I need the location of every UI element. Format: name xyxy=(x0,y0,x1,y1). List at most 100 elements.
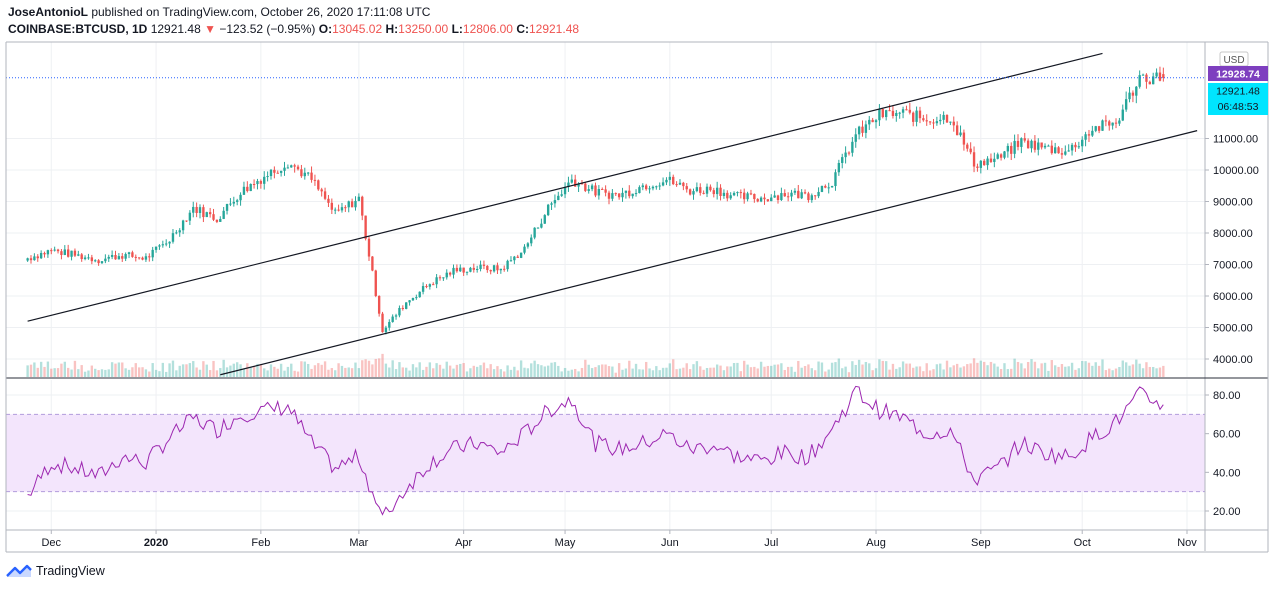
candle xyxy=(644,183,648,191)
volume-bar xyxy=(178,365,181,377)
candle xyxy=(878,104,881,126)
candle xyxy=(1135,85,1138,104)
candle xyxy=(719,184,722,201)
volume-bar xyxy=(1121,360,1124,377)
volume-bar xyxy=(665,367,668,377)
candle xyxy=(252,179,256,189)
volume-bar xyxy=(915,366,918,377)
volume-bar xyxy=(506,365,509,377)
volume-bar xyxy=(587,364,590,377)
candles xyxy=(26,66,1165,335)
author-name[interactable]: JoseAntonioL xyxy=(8,5,88,19)
candle xyxy=(648,185,651,194)
volume-bar xyxy=(1040,363,1043,377)
volume-bars xyxy=(26,353,1165,377)
price-scale[interactable]: 4000.00 5000.00 6000.00 7000.00 8000.00 9000.… xyxy=(1205,134,1259,367)
volume-bar xyxy=(347,367,350,377)
volume-bar xyxy=(759,361,763,377)
volume-bar xyxy=(107,369,110,377)
channel-upper-line[interactable] xyxy=(27,52,1103,322)
volume-bar xyxy=(205,364,208,377)
volume-bar xyxy=(563,367,567,377)
volume-bar xyxy=(39,361,43,377)
candle xyxy=(989,153,993,164)
volume-bar xyxy=(1033,361,1037,377)
candle xyxy=(83,255,87,261)
volume-bar xyxy=(922,371,925,377)
candle xyxy=(1128,86,1131,103)
volume-bar xyxy=(202,361,205,377)
rsi-tick-label: 60.00 xyxy=(1213,429,1241,441)
volume-bar xyxy=(912,367,915,377)
candle xyxy=(526,242,530,249)
rsi-tick-label: 20.00 xyxy=(1213,506,1241,518)
volume-bar xyxy=(942,369,945,377)
candle xyxy=(773,190,776,198)
volume-bar xyxy=(925,363,928,377)
candle xyxy=(29,255,33,264)
candle xyxy=(604,185,607,197)
candle xyxy=(161,240,165,248)
candle xyxy=(36,254,39,262)
candle xyxy=(141,256,144,261)
brand-name[interactable]: TradingView xyxy=(36,564,105,578)
volume-bar xyxy=(776,364,780,377)
channel-lines[interactable] xyxy=(27,52,1198,376)
candle xyxy=(759,196,763,203)
candle xyxy=(884,109,888,121)
volume-bar xyxy=(293,370,296,377)
volume-bar xyxy=(154,369,158,377)
volume-bar xyxy=(786,366,790,377)
volume-bar xyxy=(33,362,36,377)
candle xyxy=(421,282,425,295)
volume-bar xyxy=(1087,362,1091,377)
volume-bar xyxy=(137,367,141,377)
volume-bar xyxy=(1094,362,1097,377)
volume-bar xyxy=(533,360,536,377)
candle xyxy=(1070,142,1074,156)
volume-bar xyxy=(648,368,651,377)
candle xyxy=(124,252,127,262)
volume-bar xyxy=(327,369,330,377)
candle xyxy=(536,227,540,229)
volume-bar xyxy=(739,371,743,377)
volume-bar xyxy=(330,368,334,377)
candle xyxy=(523,244,526,255)
volume-bar xyxy=(560,371,563,377)
rsi-scale[interactable]: 20.00 40.00 60.00 80.00 xyxy=(1205,390,1241,518)
candle xyxy=(540,218,543,229)
time-tick-label: Sep xyxy=(971,537,991,549)
volume-bar xyxy=(830,362,834,377)
candle xyxy=(557,191,560,201)
candle xyxy=(283,161,286,176)
candle xyxy=(746,191,749,202)
volume-bar xyxy=(884,361,888,377)
candle xyxy=(276,170,279,174)
candle xyxy=(854,128,857,148)
candle xyxy=(127,251,131,259)
volume-bar xyxy=(631,368,634,377)
volume-bar xyxy=(1023,368,1026,377)
channel-lower-line[interactable] xyxy=(220,130,1198,376)
candle xyxy=(323,187,327,201)
time-scale[interactable]: Dec 2020 Feb Mar Apr May Jun Jul Aug Sep Oct Nov xyxy=(41,530,1197,549)
volume-bar xyxy=(80,365,83,377)
candle xyxy=(783,189,786,197)
candle xyxy=(814,195,817,200)
candle xyxy=(137,257,141,260)
volume-bar xyxy=(621,369,624,377)
symbol-label[interactable]: COINBASE:BTCUSD, 1D xyxy=(8,22,148,36)
volume-bar xyxy=(462,363,465,377)
volume-bar xyxy=(168,363,171,377)
candle xyxy=(1023,132,1026,143)
candle xyxy=(699,183,702,196)
volume-bar xyxy=(77,369,80,377)
volume-bar xyxy=(601,364,604,377)
volume-bar xyxy=(313,365,317,377)
candle xyxy=(411,297,415,301)
candle xyxy=(827,182,830,194)
time-tick-label: Oct xyxy=(1074,537,1091,549)
tradingview-logo-icon[interactable] xyxy=(6,564,32,578)
candle xyxy=(408,300,411,306)
